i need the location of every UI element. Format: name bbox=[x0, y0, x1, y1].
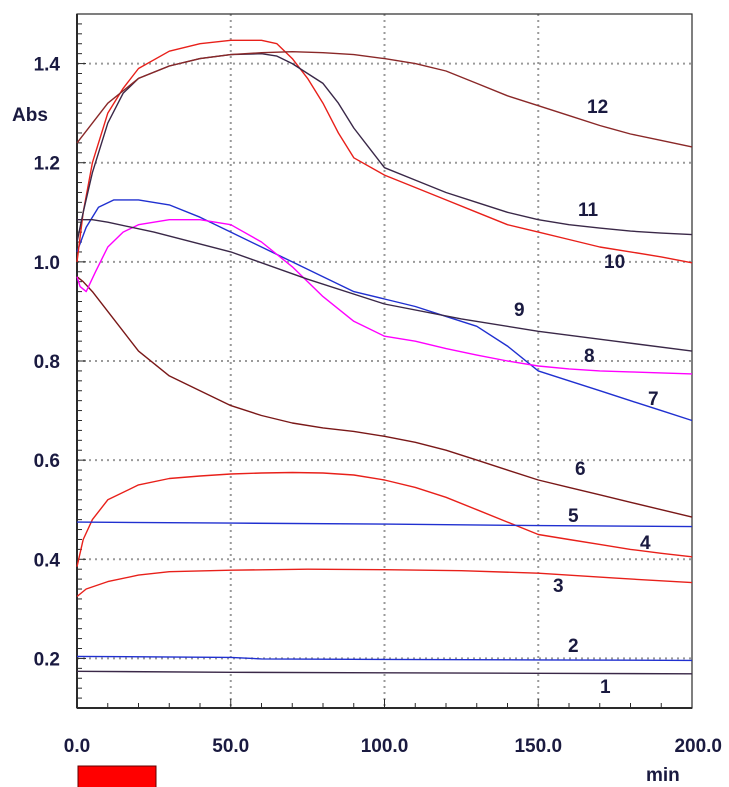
y-tick-label: 1.4 bbox=[34, 55, 61, 76]
curve-label-6: 6 bbox=[575, 459, 586, 480]
x-tick-label: 0.0 bbox=[64, 736, 90, 757]
x-tick-label: 100.0 bbox=[361, 736, 409, 757]
series-line-9 bbox=[77, 218, 693, 352]
curve-label-8: 8 bbox=[584, 346, 595, 367]
curve-label-11: 11 bbox=[578, 200, 599, 221]
x-tick-label: 200.0 bbox=[674, 736, 722, 757]
curve-label-7: 7 bbox=[648, 389, 659, 410]
series-line-3 bbox=[76, 568, 693, 598]
series-line-6 bbox=[76, 276, 693, 518]
series-line-4 bbox=[76, 471, 693, 567]
curve-label-3: 3 bbox=[553, 576, 564, 597]
curve-label-1: 1 bbox=[600, 677, 611, 698]
y-tick-label: 1.2 bbox=[34, 154, 60, 175]
y-tick-label: 1.0 bbox=[34, 253, 60, 274]
series-line-1 bbox=[76, 670, 693, 675]
x-tick-label: 50.0 bbox=[212, 736, 249, 757]
x-tick-label: 150.0 bbox=[514, 736, 562, 757]
series-line-5 bbox=[76, 521, 693, 528]
tick-labels: 0.2 0.4 0.6 0.8 1.0 1.2 1.4 0.0 50.0 100.0 150.0 20… bbox=[34, 55, 722, 757]
y-tick-label: 0.4 bbox=[34, 550, 61, 571]
curve-label-12: 12 bbox=[587, 97, 608, 118]
curve-label-5: 5 bbox=[568, 506, 579, 527]
x-axis-title: min bbox=[646, 765, 680, 786]
curve-label-9: 9 bbox=[514, 300, 525, 321]
series-line-7 bbox=[76, 199, 693, 422]
series-line-2 bbox=[76, 655, 693, 662]
series-line-8 bbox=[76, 218, 693, 375]
curve-label-4: 4 bbox=[640, 533, 651, 554]
axes bbox=[76, 13, 693, 709]
series-layer bbox=[76, 39, 693, 675]
curve-label-10: 10 bbox=[604, 252, 625, 273]
series-line-12 bbox=[76, 51, 693, 148]
curve-label-2: 2 bbox=[568, 636, 579, 657]
series-line-11 bbox=[76, 53, 693, 243]
y-tick-label: 0.6 bbox=[34, 451, 60, 472]
y-tick-label: 0.8 bbox=[34, 352, 60, 373]
legend-swatch bbox=[77, 765, 157, 787]
y-tick-label: 0.2 bbox=[34, 649, 60, 670]
series-line-10 bbox=[76, 39, 693, 264]
y-axis-title: Abs bbox=[12, 105, 48, 126]
